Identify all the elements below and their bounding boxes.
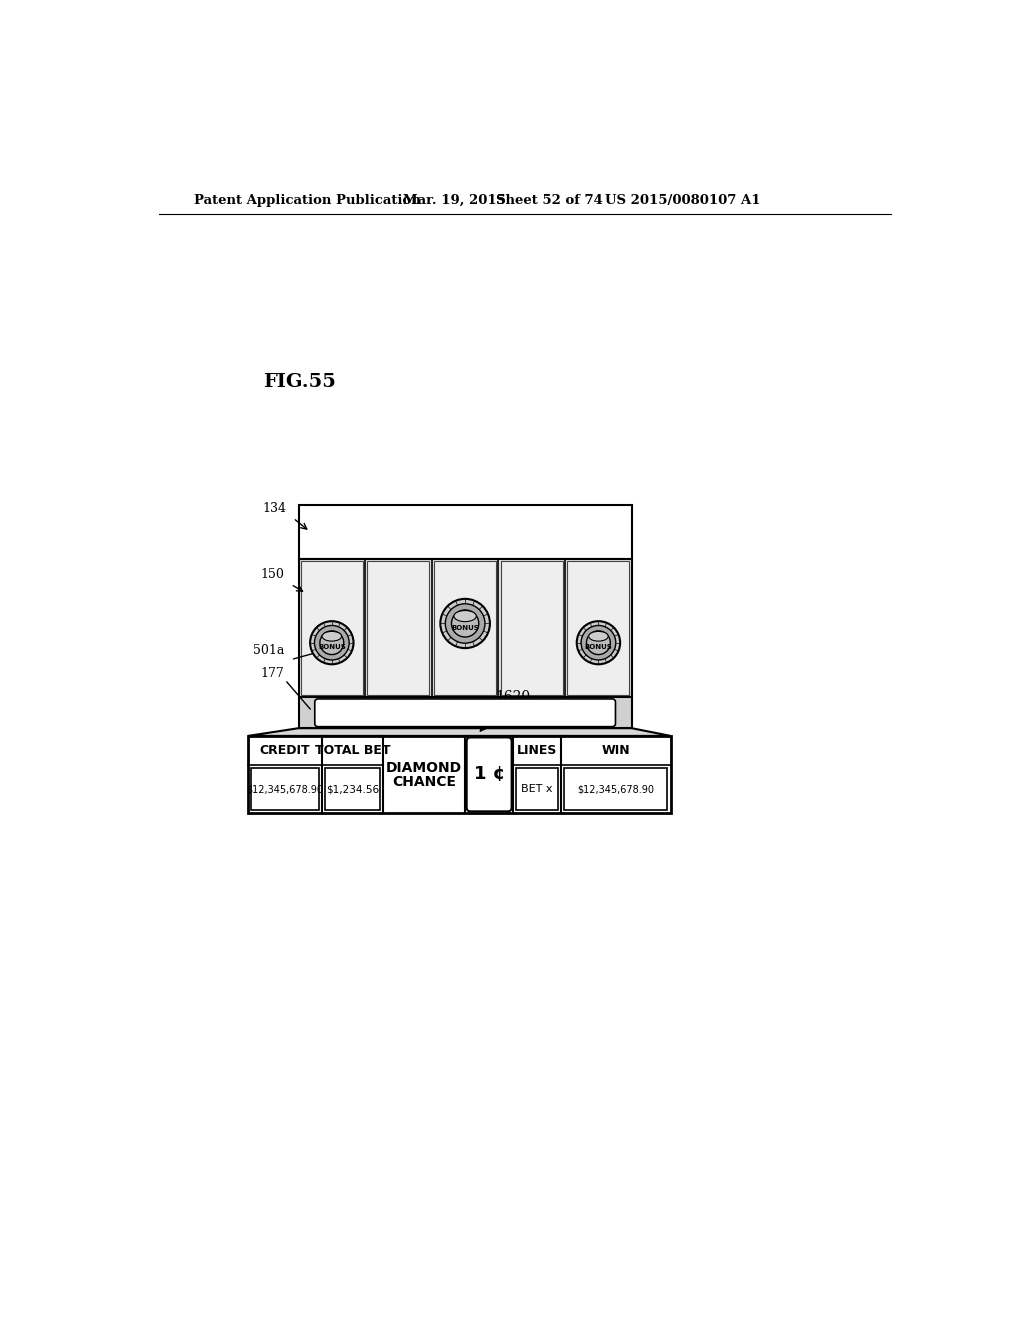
Text: $12,345,678.90: $12,345,678.90 xyxy=(578,784,654,795)
Text: FIG.55: FIG.55 xyxy=(263,372,337,391)
FancyBboxPatch shape xyxy=(564,768,668,810)
Text: TOTAL BET: TOTAL BET xyxy=(314,744,390,758)
Ellipse shape xyxy=(589,631,608,642)
FancyBboxPatch shape xyxy=(314,700,615,726)
Text: Patent Application Publication: Patent Application Publication xyxy=(194,194,421,207)
FancyBboxPatch shape xyxy=(299,697,632,729)
Circle shape xyxy=(314,626,349,660)
FancyBboxPatch shape xyxy=(434,561,496,696)
FancyBboxPatch shape xyxy=(299,506,632,558)
Text: CHANCE: CHANCE xyxy=(392,775,456,789)
Text: 501a: 501a xyxy=(253,644,285,656)
Text: CREDIT: CREDIT xyxy=(260,744,310,758)
Text: 177: 177 xyxy=(286,768,309,781)
FancyBboxPatch shape xyxy=(325,768,380,810)
Text: US 2015/0080107 A1: US 2015/0080107 A1 xyxy=(604,194,760,207)
Text: WIN: WIN xyxy=(601,744,630,758)
Text: DIAMOND: DIAMOND xyxy=(386,762,462,775)
Circle shape xyxy=(581,626,615,660)
Text: Sheet 52 of 74: Sheet 52 of 74 xyxy=(496,194,603,207)
FancyBboxPatch shape xyxy=(299,558,632,697)
FancyBboxPatch shape xyxy=(516,768,558,810)
Text: 150: 150 xyxy=(261,568,285,581)
Circle shape xyxy=(445,603,485,643)
Circle shape xyxy=(310,622,353,664)
Text: BONUS: BONUS xyxy=(585,644,612,649)
Text: 1 ¢: 1 ¢ xyxy=(473,766,505,783)
Text: Mar. 19, 2015: Mar. 19, 2015 xyxy=(403,194,506,207)
Text: BET x: BET x xyxy=(521,784,553,795)
Text: $12,345,678.90: $12,345,678.90 xyxy=(247,784,324,795)
Polygon shape xyxy=(248,729,671,737)
FancyBboxPatch shape xyxy=(301,561,362,696)
Circle shape xyxy=(319,631,344,655)
Circle shape xyxy=(440,599,489,648)
FancyBboxPatch shape xyxy=(567,561,630,696)
FancyBboxPatch shape xyxy=(501,561,563,696)
FancyBboxPatch shape xyxy=(248,737,671,813)
Text: 134: 134 xyxy=(263,502,287,515)
Text: 1620: 1620 xyxy=(495,689,530,704)
Text: 177: 177 xyxy=(261,667,285,680)
Text: LINES: LINES xyxy=(517,744,557,758)
FancyBboxPatch shape xyxy=(368,561,429,696)
Ellipse shape xyxy=(454,611,476,622)
Ellipse shape xyxy=(323,631,342,642)
FancyBboxPatch shape xyxy=(251,768,318,810)
Circle shape xyxy=(587,631,610,655)
Text: $1,234.56: $1,234.56 xyxy=(326,784,379,795)
FancyBboxPatch shape xyxy=(467,738,512,812)
Text: BONUS: BONUS xyxy=(452,626,479,631)
Text: BONUS: BONUS xyxy=(317,644,346,649)
Circle shape xyxy=(577,622,621,664)
Circle shape xyxy=(452,610,479,638)
